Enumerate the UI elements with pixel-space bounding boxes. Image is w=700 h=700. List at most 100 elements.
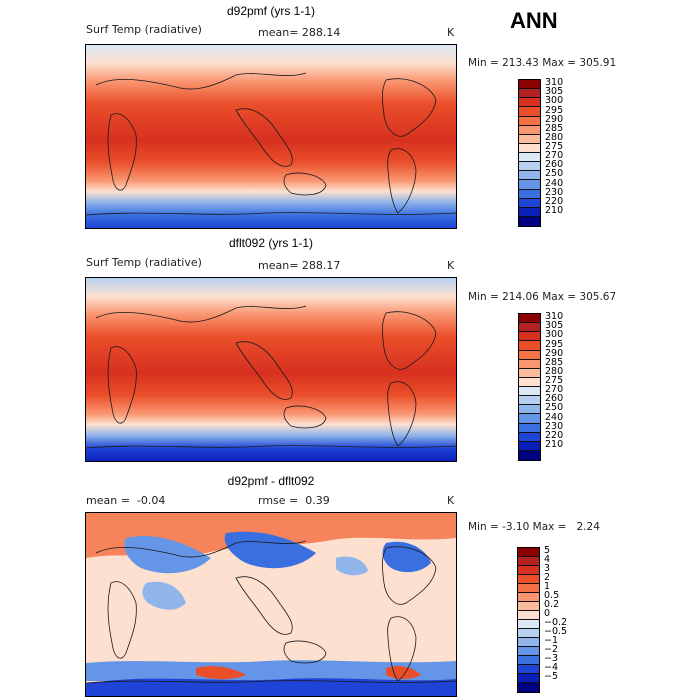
colorbar-cell <box>519 396 540 406</box>
panel3-mean: mean = -0.04 <box>86 494 165 507</box>
colorbar-cell <box>519 341 540 351</box>
panel3-title: d92pmf - dflt092 <box>227 474 315 488</box>
panel1-map <box>85 44 457 229</box>
colorbar-tick-label: −5 <box>544 671 559 682</box>
colorbar-tick-label: 230 <box>545 186 564 198</box>
colorbar-cell <box>518 638 539 647</box>
colorbar-cell <box>519 143 540 153</box>
colorbar-tick-label: 285 <box>545 122 564 134</box>
panel1-coastlines <box>86 72 456 216</box>
panel1-min-label: Min = <box>468 57 499 69</box>
colorbar-tick-label: 0 <box>544 608 551 619</box>
panel2-minmax: Min = 214.06 Max = 305.67 <box>468 291 616 303</box>
colorbar-cell <box>518 656 539 665</box>
panel2-mean-value: 288.17 <box>301 259 341 272</box>
colorbar-tick-label: 250 <box>545 168 564 180</box>
panel1-colorbar-ticks: 310 305 300 295 290 285 280 275 270 260 250 240 230 2… <box>545 78 585 225</box>
colorbar-cell <box>518 557 539 566</box>
colorbar-cell <box>518 629 539 638</box>
panel1-minmax: Min = 213.43 Max = 305.91 <box>468 57 616 69</box>
colorbar-tick-label: 290 <box>545 347 564 359</box>
colorbar-tick-label: 280 <box>545 365 564 377</box>
colorbar-tick-label: −4 <box>544 662 559 673</box>
colorbar-cell <box>519 198 540 208</box>
colorbar-cell <box>518 575 539 584</box>
panel1-max-value: 305.91 <box>579 57 617 69</box>
panel3-max-value: 2.24 <box>576 521 600 533</box>
panel3-min-value: -3.10 <box>502 521 530 533</box>
colorbar-cell <box>518 602 539 611</box>
panel1-colorbar <box>518 79 541 227</box>
panel3-units: K <box>447 494 455 507</box>
colorbar-tick-label: −3 <box>544 653 559 664</box>
colorbar-cell <box>518 566 539 575</box>
colorbar-tick-label: 220 <box>545 429 564 441</box>
colorbar-tick-label: 240 <box>545 411 564 423</box>
colorbar-cell <box>519 387 540 397</box>
colorbar-tick-label: 270 <box>545 384 564 396</box>
panel2-field <box>86 278 456 461</box>
panel3-minmax: Min = -3.10 Max = 2.24 <box>468 521 600 533</box>
colorbar-tick-label: 1 <box>544 581 551 592</box>
colorbar-cell <box>519 207 540 217</box>
panel3-rmse-label: rmse = <box>258 494 299 507</box>
panel2-min-value: 214.06 <box>502 291 539 303</box>
colorbar-cell <box>518 593 539 602</box>
colorbar-tick-label: 210 <box>545 204 564 216</box>
colorbar-cell <box>518 584 539 593</box>
colorbar-cell <box>519 414 540 424</box>
colorbar-tick-label: −2 <box>544 644 559 655</box>
colorbar-tick-label: 4 <box>544 554 551 565</box>
colorbar-tick-label: 295 <box>545 338 564 350</box>
panel1-mean-value: 288.14 <box>301 26 341 39</box>
colorbar-cell <box>518 665 539 674</box>
panel2-title: dflt092 (yrs 1-1) <box>228 236 314 250</box>
panel2-min-label: Min = <box>468 291 499 303</box>
panel2-units: K <box>447 259 455 272</box>
panel3-map-svg <box>86 513 456 696</box>
panel2-map <box>85 277 457 462</box>
panel3-min-label: Min = <box>468 521 499 533</box>
colorbar-tick-label: 240 <box>545 177 564 189</box>
colorbar-tick-label: 2 <box>544 572 551 583</box>
colorbar-tick-label: 275 <box>545 375 564 386</box>
colorbar-cell <box>519 89 540 99</box>
colorbar-tick-label: 5 <box>544 545 551 556</box>
colorbar-cell <box>519 80 540 90</box>
colorbar-tick-label: 210 <box>545 438 564 450</box>
panel2-colorbar <box>518 313 541 461</box>
colorbar-cell <box>518 674 539 683</box>
colorbar-cell <box>519 180 540 190</box>
colorbar-cell <box>519 332 540 342</box>
colorbar-tick-label: 305 <box>545 86 564 98</box>
panel2-max-value: 305.67 <box>579 291 617 303</box>
panel1-mean: mean= 288.14 <box>258 26 340 39</box>
colorbar-tick-label: 3 <box>544 563 551 574</box>
colorbar-tick-label: 230 <box>545 420 564 432</box>
panel1-variable: Surf Temp (radiative) <box>86 23 202 36</box>
panel1-min-value: 213.43 <box>502 57 539 69</box>
colorbar-cell <box>519 153 540 163</box>
colorbar-tick-label: 270 <box>545 150 564 162</box>
colorbar-cell <box>518 548 539 557</box>
panel3-mean-value: -0.04 <box>136 494 166 507</box>
colorbar-tick-label: 310 <box>545 311 564 323</box>
colorbar-cell <box>519 116 540 126</box>
panel1-mean-label: mean= <box>258 26 299 39</box>
colorbar-tick-label: −1 <box>544 635 559 646</box>
panel1-title: d92pmf (yrs 1-1) <box>226 4 316 18</box>
colorbar-tick-label: 275 <box>545 141 564 152</box>
colorbar-cell <box>519 377 540 387</box>
colorbar-tick-label: 0.2 <box>544 599 560 610</box>
colorbar-tick-label: 295 <box>545 104 564 116</box>
panel1-map-svg <box>86 45 456 228</box>
panel3-rmse-value: 0.39 <box>305 494 330 507</box>
colorbar-cell <box>519 171 540 181</box>
colorbar-tick-label: −0.2 <box>544 617 568 628</box>
colorbar-cell <box>519 314 540 324</box>
panel3-coastlines <box>86 540 456 684</box>
colorbar-cell <box>519 98 540 108</box>
colorbar-cell <box>518 620 539 629</box>
panel2-variable: Surf Temp (radiative) <box>86 256 202 269</box>
colorbar-cell <box>519 350 540 360</box>
